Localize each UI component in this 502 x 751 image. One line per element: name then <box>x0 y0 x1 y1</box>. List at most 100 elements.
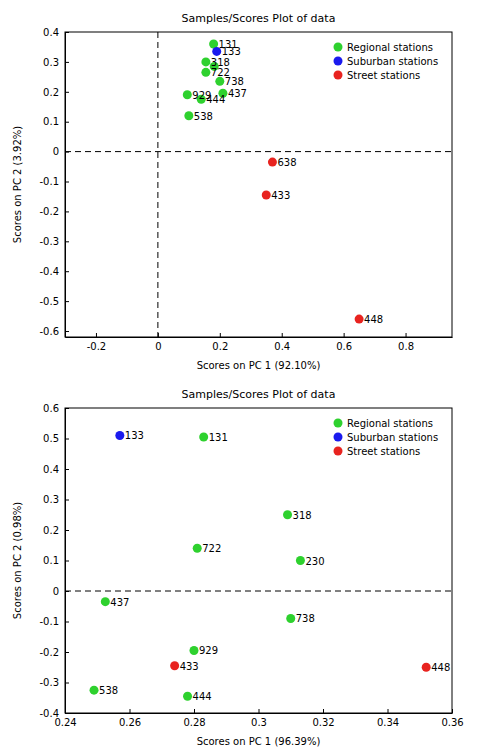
tick-mark <box>65 561 69 562</box>
tick-label: -0.4 <box>39 266 59 277</box>
tick-label: -0.6 <box>39 326 59 337</box>
legend-marker <box>334 57 343 66</box>
tick-label: 0 <box>53 586 59 597</box>
tick: -0.2 <box>87 333 107 352</box>
axis-line <box>66 713 453 714</box>
tick-mark <box>65 211 69 212</box>
point <box>183 692 192 701</box>
tick: -0.1 <box>39 176 69 187</box>
tick: 0.28 <box>183 709 205 728</box>
tick: -0.3 <box>39 236 69 247</box>
tick-label: 0.28 <box>183 717 205 728</box>
tick-label: 0.5 <box>43 433 59 444</box>
tick-mark <box>65 331 69 332</box>
tick-label: 0 <box>155 341 161 352</box>
legend-marker <box>334 433 343 442</box>
tick-mark <box>323 709 324 713</box>
plot-frame <box>65 408 452 713</box>
tick: 0.3 <box>43 494 69 505</box>
tick: 0.4 <box>43 27 69 38</box>
tick: 0.3 <box>251 709 267 728</box>
tick-label: 0.1 <box>43 116 59 127</box>
tick-label: 0.6 <box>336 341 352 352</box>
tick-label: 0.34 <box>377 717 399 728</box>
point-label: 444 <box>193 691 212 702</box>
tick-mark <box>65 241 69 242</box>
y-axis: -0.6-0.5-0.4-0.3-0.2-0.100.10.20.30.4 <box>39 27 69 338</box>
point-label: 318 <box>211 57 230 68</box>
title: Samples/Scores Plot of data <box>182 388 336 401</box>
tick-mark <box>65 62 69 63</box>
point <box>190 646 199 655</box>
point-label: 448 <box>364 314 383 325</box>
tick-mark <box>65 32 69 33</box>
point <box>199 432 208 441</box>
tick-mark <box>65 713 69 714</box>
point <box>262 190 271 199</box>
tick-mark <box>65 652 69 653</box>
tick-label: -0.2 <box>39 647 59 658</box>
tick-label: 0 <box>53 146 59 157</box>
page: Samples/Scores Plot of data -0.2 0 0.2 0.4 0.… <box>0 0 502 751</box>
x-axis: 0.240.260.280.30.320.340.36 <box>54 709 463 728</box>
tick-label: 0.3 <box>43 494 59 505</box>
tick-label: 0.4 <box>43 464 59 475</box>
tick: -0.3 <box>39 677 69 688</box>
point <box>296 556 305 565</box>
tick-mark <box>344 333 345 337</box>
tick: 0.6 <box>336 333 352 352</box>
legend-label: Suburban stations <box>347 56 438 67</box>
plot-frame <box>65 32 452 337</box>
point-label: 722 <box>202 543 221 554</box>
title: Samples/Scores Plot of data <box>182 12 336 25</box>
legend-marker <box>334 43 343 52</box>
point <box>183 90 192 99</box>
tick: 0.2 <box>212 333 228 352</box>
tick: 0.32 <box>312 709 334 728</box>
tick: 0.4 <box>274 333 290 352</box>
tick-label: 0.2 <box>212 341 228 352</box>
point <box>268 158 277 167</box>
tick-mark <box>282 333 283 337</box>
point <box>90 686 99 695</box>
point <box>115 431 124 440</box>
point-label: 738 <box>225 76 244 87</box>
tick: 0.5 <box>43 433 69 444</box>
point-label: 133 <box>125 430 144 441</box>
point-label: 133 <box>222 46 241 57</box>
legend-background <box>330 38 448 84</box>
tick: 0.36 <box>441 709 463 728</box>
legend-marker <box>334 419 343 428</box>
tick-mark <box>406 333 407 337</box>
tick-label: 0.4 <box>274 341 290 352</box>
tick: 0.4 <box>43 464 69 475</box>
tick-label: -0.1 <box>39 616 59 627</box>
tick-mark <box>130 709 131 713</box>
tick-mark <box>452 709 453 713</box>
legend-label: Suburban stations <box>347 432 438 443</box>
tick: 0.2 <box>43 525 69 536</box>
point <box>184 111 193 120</box>
x-axis-title: Scores on PC 1 (96.39%) <box>197 736 321 747</box>
point-label: 433 <box>271 190 290 201</box>
point-label: 230 <box>305 556 324 567</box>
point-label: 738 <box>296 613 315 624</box>
x-axis-title: Scores on PC 1 (92.10%) <box>197 360 321 371</box>
tick-label: -0.4 <box>39 708 59 719</box>
tick-label: 0.36 <box>441 717 463 728</box>
tick-label: 0.24 <box>54 717 76 728</box>
tick-mark <box>96 333 97 337</box>
tick-mark <box>259 709 260 713</box>
point <box>283 510 292 519</box>
tick-mark <box>65 271 69 272</box>
legend: Regional stationsSuburban stationsStreet… <box>330 38 448 84</box>
tick: 0.2 <box>43 87 69 98</box>
legend-label: Regional stations <box>347 418 433 429</box>
tick: 0.3 <box>43 57 69 68</box>
tick: 0.1 <box>43 116 69 127</box>
tick-label: 0.32 <box>312 717 334 728</box>
axis-line <box>66 337 453 338</box>
tick-mark <box>220 333 221 337</box>
tick-mark <box>65 530 69 531</box>
chart: Samples/Scores Plot of data0.240.260.280… <box>12 388 464 747</box>
